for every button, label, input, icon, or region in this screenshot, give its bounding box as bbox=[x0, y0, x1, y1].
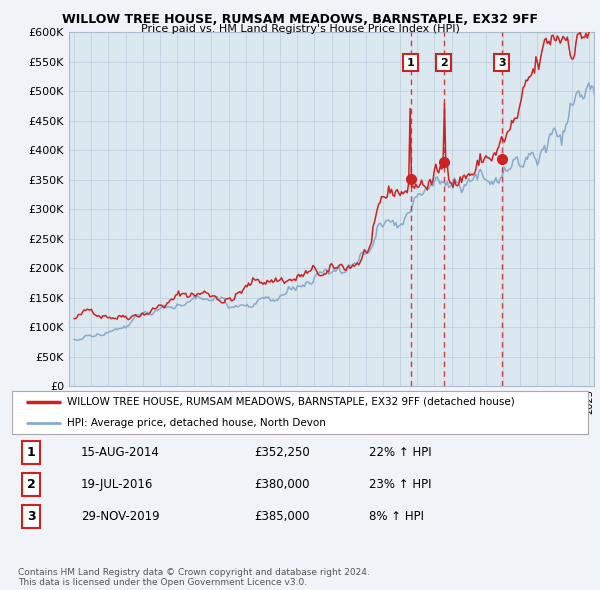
Text: HPI: Average price, detached house, North Devon: HPI: Average price, detached house, Nort… bbox=[67, 418, 326, 428]
Text: 15-AUG-2014: 15-AUG-2014 bbox=[81, 446, 160, 459]
Text: WILLOW TREE HOUSE, RUMSAM MEADOWS, BARNSTAPLE, EX32 9FF: WILLOW TREE HOUSE, RUMSAM MEADOWS, BARNS… bbox=[62, 13, 538, 26]
Text: 3: 3 bbox=[26, 510, 35, 523]
Text: 2: 2 bbox=[440, 58, 448, 67]
Text: Contains HM Land Registry data © Crown copyright and database right 2024.
This d: Contains HM Land Registry data © Crown c… bbox=[18, 568, 370, 587]
Text: 19-JUL-2016: 19-JUL-2016 bbox=[81, 478, 154, 491]
Text: 1: 1 bbox=[407, 58, 415, 67]
Text: 8% ↑ HPI: 8% ↑ HPI bbox=[369, 510, 424, 523]
Text: Price paid vs. HM Land Registry's House Price Index (HPI): Price paid vs. HM Land Registry's House … bbox=[140, 24, 460, 34]
Text: 22% ↑ HPI: 22% ↑ HPI bbox=[369, 446, 432, 459]
Text: 2: 2 bbox=[26, 478, 35, 491]
Text: 1: 1 bbox=[26, 446, 35, 459]
Text: £380,000: £380,000 bbox=[254, 478, 310, 491]
Text: 3: 3 bbox=[498, 58, 506, 67]
Text: 29-NOV-2019: 29-NOV-2019 bbox=[81, 510, 160, 523]
Text: £352,250: £352,250 bbox=[254, 446, 310, 459]
Text: 23% ↑ HPI: 23% ↑ HPI bbox=[369, 478, 431, 491]
Text: WILLOW TREE HOUSE, RUMSAM MEADOWS, BARNSTAPLE, EX32 9FF (detached house): WILLOW TREE HOUSE, RUMSAM MEADOWS, BARNS… bbox=[67, 397, 514, 407]
Text: £385,000: £385,000 bbox=[254, 510, 310, 523]
